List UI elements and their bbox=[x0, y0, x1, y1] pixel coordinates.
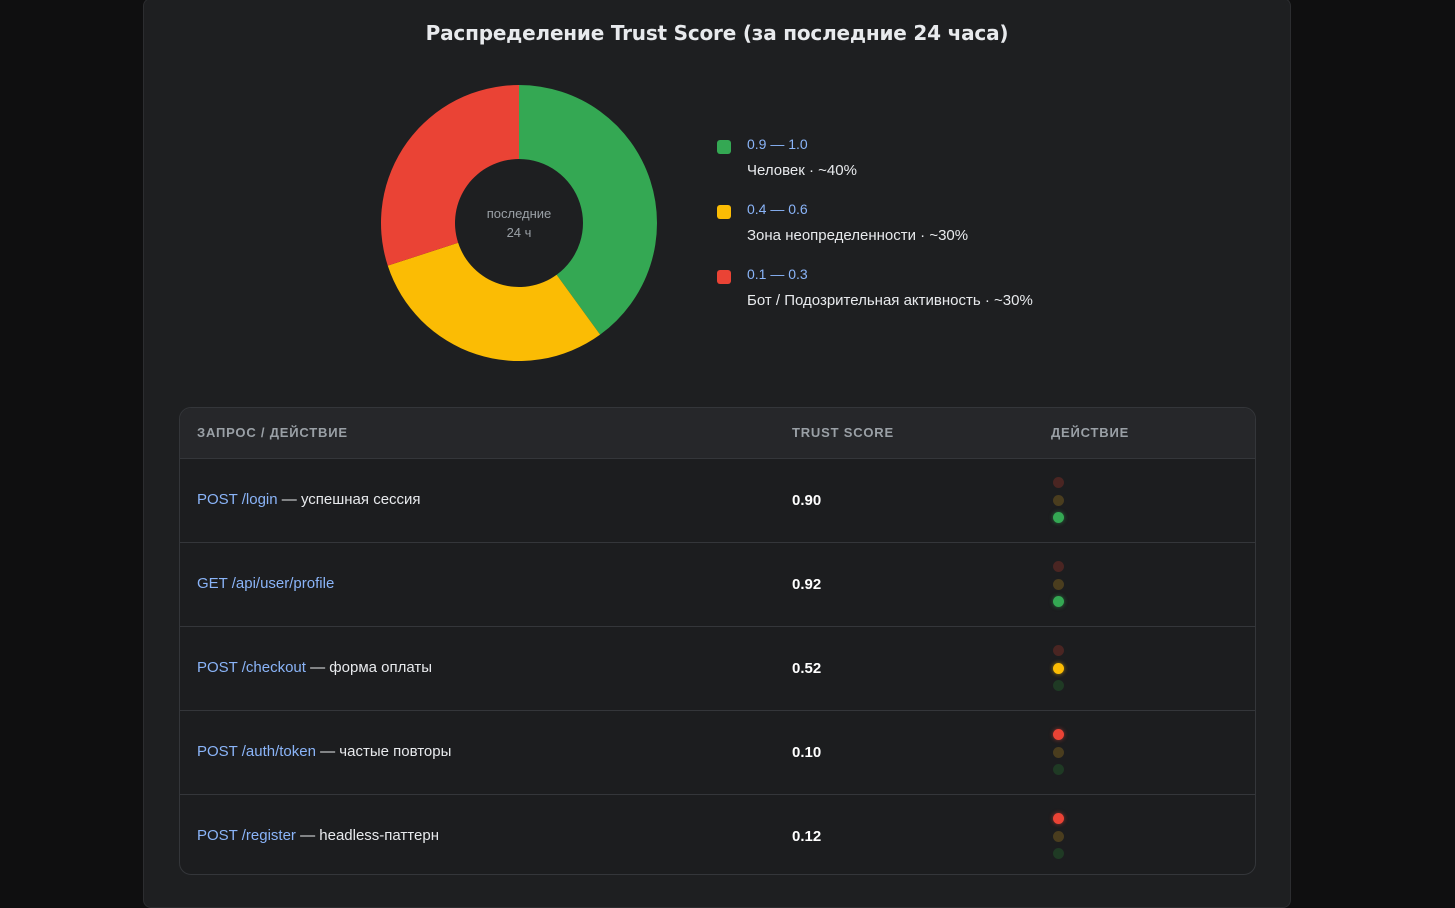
legend-label: Человек · ~40% bbox=[747, 162, 857, 179]
table-row: GET /api/user/profile 0.92 bbox=[180, 543, 1255, 627]
request-endpoint: POST /checkout bbox=[197, 659, 306, 676]
light-yellow bbox=[1053, 662, 1064, 674]
table-row: POST /register — headless-паттерн 0.12 bbox=[180, 795, 1255, 874]
light-yellow bbox=[1053, 578, 1064, 590]
donut-svg bbox=[381, 85, 657, 361]
trust-score-value: 0.12 bbox=[792, 828, 822, 845]
table-row: POST /login — успешная сессия 0.90 bbox=[180, 459, 1255, 543]
traffic-light-icon bbox=[1053, 477, 1065, 530]
light-green bbox=[1053, 680, 1064, 691]
trust-score-value: 0.92 bbox=[792, 576, 822, 593]
request-endpoint: GET /api/user/profile bbox=[197, 575, 335, 592]
table-header: ЗАПРОС / ДЕЙСТВИЕ TRUST SCORE ДЕЙСТВИЕ bbox=[180, 408, 1255, 459]
traffic-light-icon bbox=[1053, 729, 1065, 782]
request-endpoint: POST /auth/token bbox=[197, 743, 316, 760]
light-red bbox=[1053, 645, 1064, 656]
legend-range: 0.1 — 0.3 bbox=[747, 266, 808, 282]
donut-slice-1 bbox=[387, 242, 601, 361]
light-red bbox=[1053, 561, 1064, 572]
traffic-light-icon bbox=[1053, 813, 1065, 866]
request-endpoint: POST /login bbox=[197, 491, 278, 508]
light-yellow bbox=[1053, 830, 1064, 842]
trust-score-value: 0.10 bbox=[792, 744, 822, 761]
trust-score-value: 0.52 bbox=[792, 660, 822, 677]
table-body: POST /login — успешная сессия 0.90 GET /ap… bbox=[180, 459, 1255, 874]
light-red bbox=[1053, 813, 1064, 824]
trust-score-value: 0.90 bbox=[792, 492, 822, 509]
request-description: — headless-паттерн bbox=[295, 827, 439, 844]
traffic-light-icon bbox=[1053, 645, 1065, 698]
light-red bbox=[1053, 729, 1064, 740]
header-action: ДЕЙСТВИЕ bbox=[1051, 425, 1130, 440]
request-description: — частые повторы bbox=[315, 743, 452, 760]
chart-title: Распределение Trust Score (за последние … bbox=[425, 21, 1009, 45]
legend-label: Бот / Подозрительная активность · ~30% bbox=[747, 292, 1033, 309]
legend-swatch bbox=[717, 270, 731, 284]
light-red bbox=[1053, 477, 1064, 488]
light-yellow bbox=[1053, 746, 1064, 758]
donut-chart: последние 24 ч bbox=[381, 85, 657, 361]
request-description: — успешная сессия bbox=[277, 491, 421, 508]
header-request: ЗАПРОС / ДЕЙСТВИЕ bbox=[197, 425, 348, 440]
request-description: — форма оплаты bbox=[305, 659, 433, 676]
requests-table: ЗАПРОС / ДЕЙСТВИЕ TRUST SCORE ДЕЙСТВИЕ P… bbox=[179, 407, 1256, 875]
legend-swatch bbox=[717, 205, 731, 219]
light-green bbox=[1053, 764, 1064, 775]
request-cell: POST /checkout — форма оплаты bbox=[197, 659, 432, 676]
header-trust-score: TRUST SCORE bbox=[792, 425, 894, 440]
legend-range: 0.9 — 1.0 bbox=[747, 136, 808, 152]
light-green bbox=[1053, 512, 1064, 523]
request-cell: GET /api/user/profile bbox=[197, 575, 334, 592]
donut-slice-2 bbox=[381, 85, 519, 266]
request-cell: POST /register — headless-паттерн bbox=[197, 827, 439, 844]
light-green bbox=[1053, 848, 1064, 859]
request-cell: POST /auth/token — частые повторы bbox=[197, 743, 451, 760]
legend-swatch bbox=[717, 140, 731, 154]
request-cell: POST /login — успешная сессия bbox=[197, 491, 421, 508]
table-row: POST /checkout — форма оплаты 0.52 bbox=[180, 627, 1255, 711]
request-endpoint: POST /register bbox=[197, 827, 296, 844]
legend-label: Зона неопределенности · ~30% bbox=[747, 227, 969, 244]
table-row: POST /auth/token — частые повторы 0.10 bbox=[180, 711, 1255, 795]
trust-score-panel: Распределение Trust Score (за последние … bbox=[143, 0, 1291, 908]
donut-slice-0 bbox=[519, 85, 657, 335]
legend-range: 0.4 — 0.6 bbox=[747, 201, 808, 217]
light-yellow bbox=[1053, 494, 1064, 506]
light-green bbox=[1053, 596, 1064, 607]
traffic-light-icon bbox=[1053, 561, 1065, 614]
